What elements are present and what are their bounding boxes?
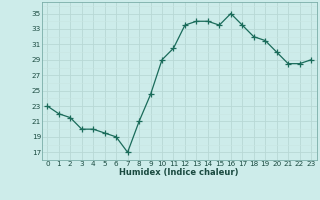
X-axis label: Humidex (Indice chaleur): Humidex (Indice chaleur) <box>119 168 239 177</box>
